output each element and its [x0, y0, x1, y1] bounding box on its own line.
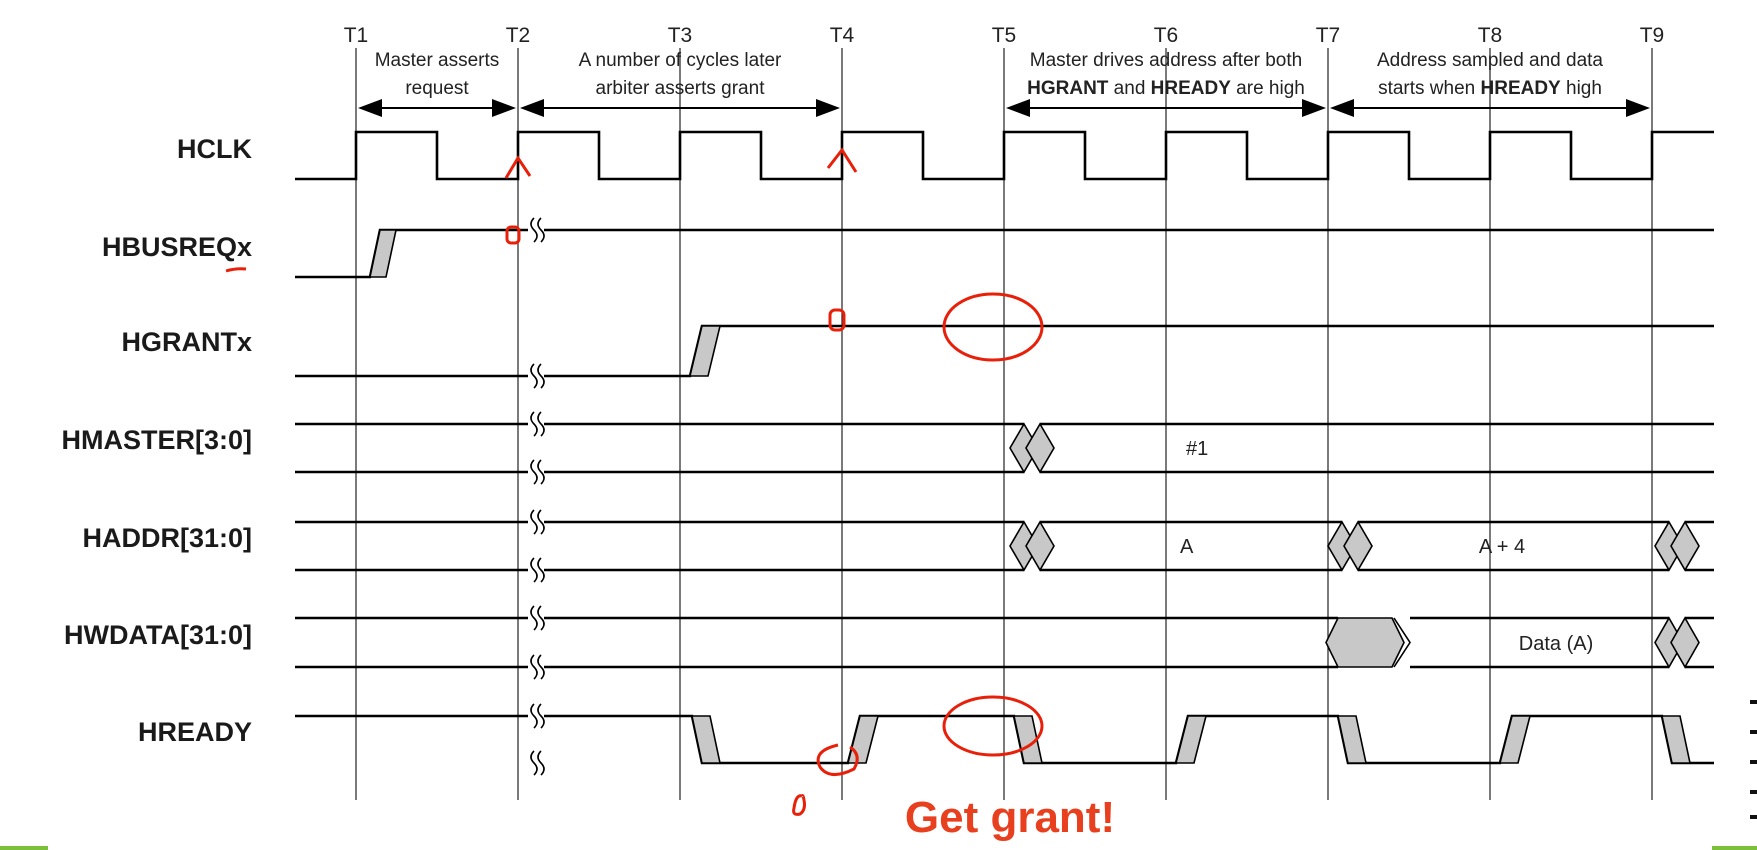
time-marker-t1: T1 [344, 24, 369, 47]
hready-transition [1498, 715, 1532, 764]
hwdata-wait-region [1325, 617, 1405, 668]
break-mark [530, 411, 538, 437]
break-mark [530, 703, 538, 729]
arrowhead-right [492, 99, 516, 117]
break-mark [530, 217, 538, 243]
time-markers: T1 T2 T3 T4 T5 T6 T7 T8 T9 [344, 24, 1665, 47]
break-mark [530, 750, 538, 776]
time-marker-t9: T9 [1640, 24, 1665, 47]
hready-transition [1337, 715, 1367, 764]
annotation-line: request [405, 78, 469, 99]
signal-label: HBUSREQx [102, 232, 252, 262]
annotation-line: starts when HREADY high [1378, 78, 1602, 99]
arrowhead-left [358, 99, 382, 117]
signal-label: HWDATA[31:0] [64, 620, 252, 650]
hready-transition [1013, 715, 1043, 764]
annotation-line: arbiter asserts grant [596, 78, 766, 99]
break-mark [530, 605, 538, 631]
phase-annotations: Master asserts request A number of cycles … [358, 50, 1650, 117]
arrowhead-left [520, 99, 544, 117]
signal-waveforms [295, 130, 1714, 776]
break-mark [530, 557, 538, 583]
hmaster-value: #1 [1186, 438, 1208, 460]
hready-transition [1174, 715, 1208, 764]
red-ellipse-hready-t5 [942, 695, 1044, 757]
annotation-line: A number of cycles later [579, 50, 782, 71]
hwdata-value: Data (A) [1519, 633, 1593, 655]
arrowhead-right [1626, 99, 1650, 117]
annotation-line: Master asserts [375, 50, 500, 71]
signal-label: HCLK [177, 134, 252, 164]
break-mark [530, 654, 538, 680]
red-circle-hbusreq [505, 225, 521, 245]
red-ellipse-hgrant-t5 [942, 292, 1044, 362]
hclk-wave [295, 130, 1714, 181]
arrowhead-left [1330, 99, 1354, 117]
annotation-line: HGRANT and HREADY are high [1027, 78, 1305, 99]
red-scribble-hready-t4 [816, 743, 859, 776]
annotation-line: Master drives address after both [1030, 50, 1302, 71]
break-mark [530, 363, 538, 389]
hmaster-transition [1025, 422, 1055, 474]
hready-transition [846, 715, 880, 764]
hwdata-transition [1670, 616, 1700, 669]
hready-transition [1661, 715, 1691, 764]
haddr-transition [1343, 520, 1373, 572]
break-mark [530, 509, 538, 535]
time-marker-t4: T4 [830, 24, 855, 47]
red-circle-hgrant [828, 308, 846, 332]
break-mark [530, 459, 538, 485]
annotation-line: Address sampled and data [1377, 50, 1603, 71]
accent-bar-right [1712, 846, 1757, 850]
signal-label: HADDR[31:0] [82, 523, 252, 553]
time-marker-t6: T6 [1154, 24, 1179, 47]
signal-label: HREADY [138, 717, 252, 747]
signal-labels: HCLK HBUSREQx HGRANTx HMASTER[3:0] HADDR[31:… [61, 134, 252, 747]
red-edge-mark-t4 [826, 147, 858, 173]
arrowhead-right [816, 99, 840, 117]
time-marker-t3: T3 [668, 24, 693, 47]
haddr-value-a: A [1180, 536, 1194, 558]
hgrant-transition [688, 325, 722, 377]
get-grant-callout: Get grant! [905, 793, 1115, 842]
red-small-mark [792, 794, 806, 816]
time-marker-t8: T8 [1478, 24, 1503, 47]
haddr-transition [1670, 520, 1700, 572]
time-marker-t5: T5 [992, 24, 1017, 47]
red-handwritten-markup [225, 147, 1044, 816]
time-marker-t7: T7 [1316, 24, 1341, 47]
red-edge-mark-t2 [504, 155, 532, 179]
signal-label: HGRANTx [121, 327, 252, 357]
red-underline-hbusreq [225, 267, 247, 273]
hbusreq-transition [369, 229, 397, 278]
haddr-transition [1025, 520, 1055, 572]
bus-values: #1 A A + 4 Data (A) [1180, 438, 1593, 655]
accent-bar-left [0, 846, 48, 850]
hready-transition [691, 715, 721, 764]
time-marker-t2: T2 [506, 24, 531, 47]
arrowhead-left [1006, 99, 1030, 117]
arrowhead-right [1302, 99, 1326, 117]
edge-marks-right [1750, 700, 1757, 819]
signal-label: HMASTER[3:0] [61, 425, 252, 455]
haddr-value-a-plus-4: A + 4 [1479, 536, 1525, 558]
